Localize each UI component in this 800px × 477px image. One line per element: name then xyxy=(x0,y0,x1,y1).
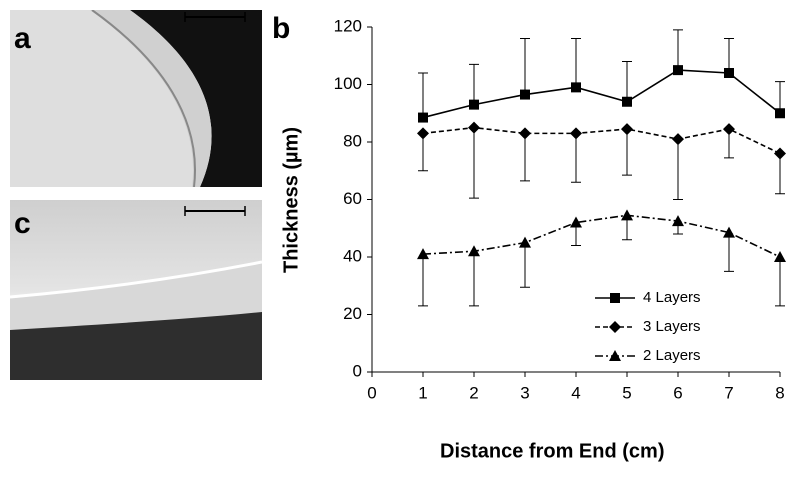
marker xyxy=(570,216,582,228)
y-tick-label: 120 xyxy=(334,16,362,35)
error-bar xyxy=(469,251,479,307)
marker xyxy=(775,108,785,119)
marker xyxy=(418,112,428,123)
marker xyxy=(520,89,530,100)
image-c: c xyxy=(10,200,262,380)
marker xyxy=(723,226,735,238)
error-bar xyxy=(520,133,530,182)
marker xyxy=(621,209,633,221)
marker xyxy=(621,123,633,136)
error-bar xyxy=(724,232,734,272)
error-bar xyxy=(469,63,479,105)
marker xyxy=(468,121,480,134)
panel-label: c xyxy=(14,207,31,240)
panel-label: a xyxy=(14,22,31,55)
y-tick-label: 60 xyxy=(343,189,362,208)
error-bar xyxy=(418,254,428,307)
series xyxy=(417,121,786,200)
y-tick-label: 100 xyxy=(334,74,362,93)
marker xyxy=(469,99,479,110)
error-bar xyxy=(469,127,479,199)
marker xyxy=(724,68,734,78)
error-bar xyxy=(673,139,683,200)
x-tick-label: 0 xyxy=(367,383,376,402)
x-tick-label: 5 xyxy=(622,383,631,402)
x-axis-label: Distance from End (cm) xyxy=(440,440,664,462)
x-tick-label: 8 xyxy=(775,383,784,402)
marker xyxy=(609,321,621,333)
marker xyxy=(609,350,621,361)
marker xyxy=(610,293,620,303)
error-bar xyxy=(571,38,581,88)
y-tick-label: 20 xyxy=(343,304,362,323)
error-bar xyxy=(673,29,683,71)
error-bar xyxy=(418,72,428,118)
marker xyxy=(774,251,786,262)
marker xyxy=(672,215,684,227)
marker xyxy=(417,248,429,260)
legend-label: 2 Layers xyxy=(643,347,701,364)
legend: 4 Layers 3 Layers 2 Layers xyxy=(595,289,701,364)
x-tick-label: 1 xyxy=(418,383,427,402)
marker xyxy=(571,82,581,93)
series-line xyxy=(422,69,781,119)
marker xyxy=(519,127,531,140)
error-bar xyxy=(622,129,632,176)
series xyxy=(418,29,785,123)
legend-label: 4 Layers xyxy=(643,289,701,306)
error-bar xyxy=(775,257,785,307)
y-tick-label: 80 xyxy=(343,131,362,150)
image-a: a xyxy=(10,10,262,187)
marker xyxy=(417,127,429,140)
error-bar xyxy=(775,81,785,114)
legend-label: 3 Layers xyxy=(643,318,701,335)
x-tick-label: 6 xyxy=(673,383,682,402)
marker xyxy=(723,123,735,136)
x-tick-label: 7 xyxy=(724,383,733,402)
error-bar xyxy=(724,38,734,73)
marker xyxy=(468,245,480,257)
x-tick-label: 3 xyxy=(520,383,529,402)
series-line xyxy=(422,126,781,155)
error-bar xyxy=(520,38,530,95)
y-tick-label: 0 xyxy=(353,361,362,380)
marker xyxy=(774,147,786,160)
x-tick-label: 4 xyxy=(571,383,580,402)
panel-label: b xyxy=(272,12,290,45)
marker xyxy=(519,236,531,248)
series-line xyxy=(422,214,781,258)
x-tick-label: 2 xyxy=(469,383,478,402)
y-tick-label: 40 xyxy=(343,246,362,265)
error-bar xyxy=(418,133,428,172)
marker xyxy=(570,127,582,140)
marker xyxy=(673,65,683,76)
series xyxy=(417,209,786,307)
error-bar xyxy=(571,133,581,183)
y-axis-label: Thickness (µm) xyxy=(280,127,302,273)
marker xyxy=(622,96,632,107)
error-bar xyxy=(775,153,785,195)
error-bar xyxy=(520,242,530,288)
error-bar xyxy=(622,61,632,102)
marker xyxy=(672,133,684,146)
